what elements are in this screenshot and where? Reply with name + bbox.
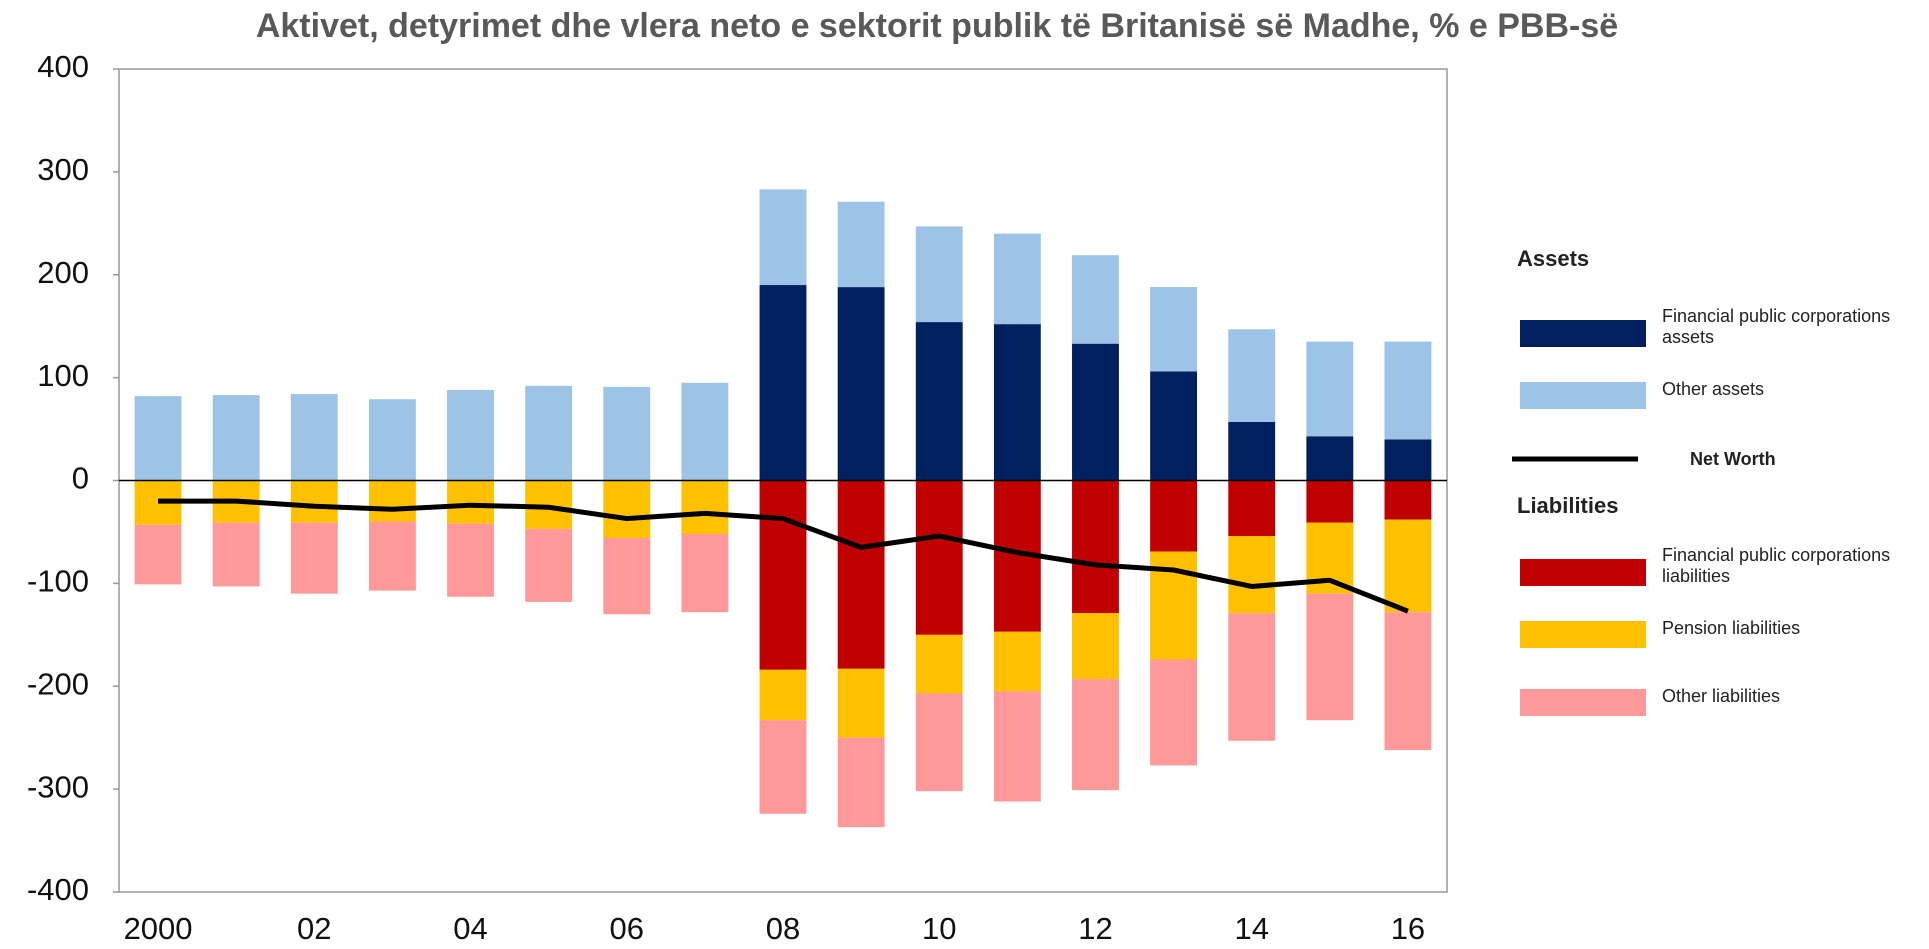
chart-title: Aktivet, detyrimet dhe vlera neto e sekt…: [256, 7, 1618, 45]
bar-segment: [525, 385, 573, 481]
legend-title: Assets: [1517, 246, 1590, 271]
bar-segment: [1072, 255, 1119, 344]
bar-segment: [1150, 371, 1198, 481]
x-tick-label: 14: [1234, 911, 1268, 946]
bar-segment: [1306, 436, 1354, 481]
bar-segment: [1072, 613, 1119, 680]
bar-segment: [1384, 341, 1432, 440]
bar-segment: [1072, 480, 1119, 614]
bar-segment: [1228, 536, 1276, 614]
bar-segment: [915, 634, 963, 694]
bar-segment: [447, 389, 494, 481]
x-tick-label: 04: [453, 911, 487, 946]
bar-segment: [993, 631, 1041, 692]
bar-segment: [1150, 480, 1198, 552]
bar-segment: [1306, 341, 1354, 437]
legend-swatch: [1520, 320, 1646, 347]
bar-segment: [759, 720, 807, 814]
legend-label: Other assets: [1662, 378, 1765, 399]
y-tick-label: 0: [72, 461, 89, 496]
bar-segment: [290, 394, 338, 481]
y-tick-label: 100: [37, 358, 89, 393]
bar-segment: [1384, 439, 1432, 481]
bar-segment: [290, 480, 338, 523]
bar-segment: [212, 395, 260, 481]
x-tick-label: 12: [1078, 911, 1112, 946]
x-tick-label: 02: [297, 911, 331, 946]
bar-segment: [447, 523, 494, 597]
y-tick-label: 200: [37, 255, 89, 290]
bar-segment: [915, 226, 963, 323]
bar-segment: [603, 480, 651, 539]
bar-segment: [447, 480, 494, 524]
bar-segment: [1072, 679, 1119, 791]
legend-label: Pension liabilities: [1662, 617, 1801, 638]
x-tick-label: 06: [610, 911, 644, 946]
bar-segment: [1228, 329, 1276, 422]
y-tick-label: -300: [27, 769, 89, 804]
legend-swatch: [1520, 621, 1646, 648]
bar-segment: [603, 538, 651, 615]
bar-segment: [368, 399, 416, 481]
x-tick-label: 08: [766, 911, 800, 946]
bar-segment: [915, 693, 963, 792]
legend-swatch: [1520, 689, 1646, 716]
x-tick-label: 10: [922, 911, 956, 946]
bar-segment: [1384, 612, 1432, 751]
y-tick-label: 300: [37, 152, 89, 187]
bar-segment: [759, 480, 807, 670]
x-tick-label: 2000: [124, 911, 193, 946]
bar-segment: [681, 480, 729, 534]
bar-segment: [212, 522, 260, 587]
bar-segment: [1306, 593, 1354, 721]
bar-segment: [1384, 519, 1432, 613]
bar-segment: [837, 737, 885, 828]
bar-segment: [1228, 421, 1276, 481]
y-tick-label: 400: [37, 49, 89, 84]
bar-segment: [290, 522, 338, 594]
bar-segment: [368, 521, 416, 591]
bar-segment: [993, 233, 1041, 325]
legend-swatch: [1520, 559, 1646, 586]
bar-segment: [1228, 480, 1276, 537]
bar-segment: [759, 189, 807, 286]
bar-segment: [134, 524, 182, 585]
bar-segment: [993, 691, 1041, 802]
bar-segment: [1150, 659, 1198, 766]
bar-segment: [759, 285, 807, 481]
y-tick-label: -200: [27, 666, 89, 701]
x-tick-label: 16: [1391, 911, 1425, 946]
legend-label: Financial public corporations assets: [1662, 306, 1891, 347]
bar-segment: [837, 480, 885, 669]
bar-segment: [368, 480, 416, 522]
bar-segment: [837, 668, 885, 738]
bar-segment: [1228, 613, 1276, 741]
bar-segment: [681, 382, 729, 481]
bar-segment: [1150, 287, 1198, 372]
y-tick-label: -400: [27, 872, 89, 907]
y-tick-label: -100: [27, 564, 89, 599]
bar-segment: [837, 287, 885, 481]
legend-swatch: [1520, 382, 1646, 409]
bar-segment: [134, 396, 182, 481]
bar-segment: [1072, 343, 1119, 481]
bar-segment: [603, 386, 651, 481]
bar-segment: [525, 528, 573, 602]
bar-segment: [1306, 480, 1354, 523]
bar-segment: [915, 322, 963, 481]
bar-segment: [1384, 480, 1432, 520]
legend-label: Net Worth: [1690, 449, 1776, 469]
net-worth-line: [158, 498, 1409, 614]
legend-label: Financial public corporations liabilitie…: [1662, 545, 1891, 586]
bar-segment: [681, 533, 729, 613]
bar-segment: [759, 669, 807, 721]
bar-segment: [837, 201, 885, 288]
legend-label: Other liabilities: [1662, 685, 1781, 706]
bar-segment: [993, 324, 1041, 481]
bar-segment: [915, 480, 963, 635]
legend-title: Liabilities: [1517, 493, 1619, 518]
